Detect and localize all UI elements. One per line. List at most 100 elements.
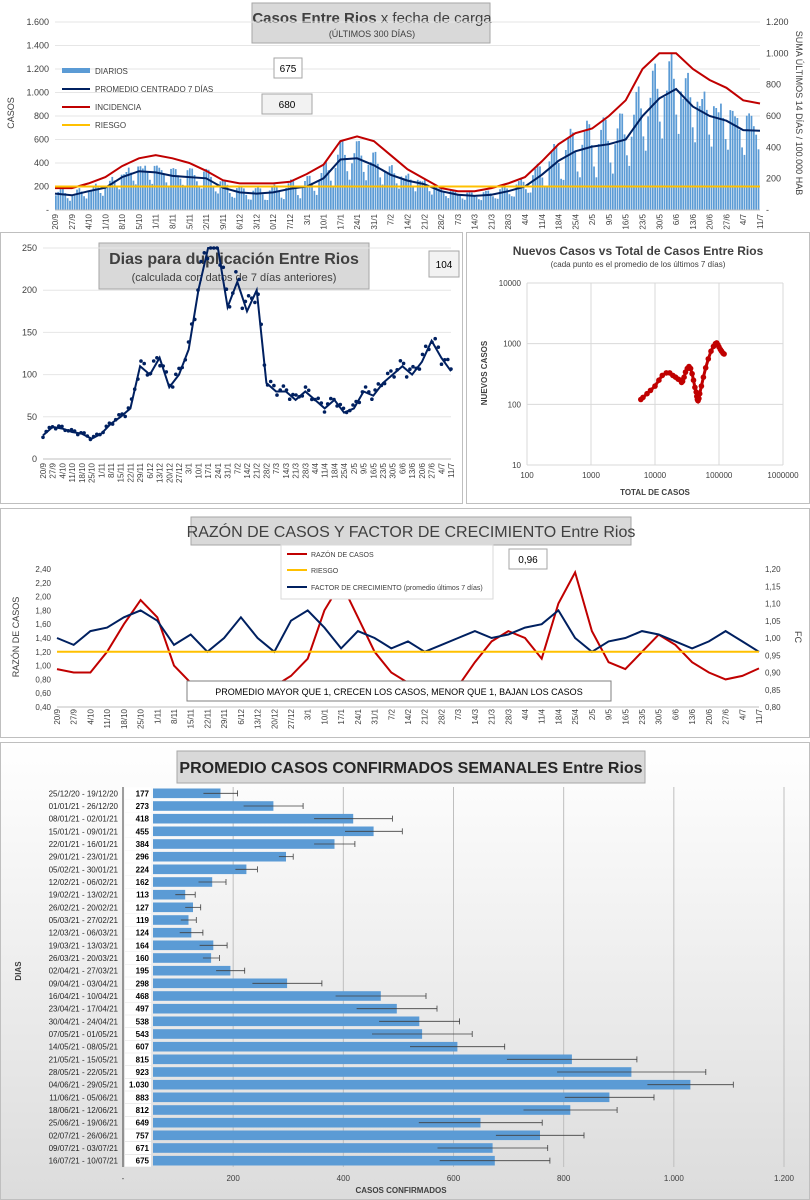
daily-bar <box>158 167 161 210</box>
y2-tick-label: 1,10 <box>765 600 781 609</box>
data-point <box>659 372 666 379</box>
doubling-point <box>360 390 365 394</box>
x-tick-label: 11/10 <box>101 213 110 230</box>
daily-bar <box>400 176 403 210</box>
value-label: 675 <box>136 1157 150 1166</box>
daily-bar <box>698 106 701 210</box>
x-tick-label: 16/5 <box>622 213 631 229</box>
daily-bar <box>141 168 144 210</box>
daily-bar <box>374 151 377 210</box>
doubling-point <box>82 431 86 435</box>
daily-bar <box>525 189 527 210</box>
daily-bar <box>160 170 163 210</box>
x-tick-label: 28/2 <box>437 708 446 724</box>
daily-bar <box>412 187 414 210</box>
category-label: 02/07/21 - 26/06/21 <box>49 1131 119 1140</box>
weekly-bar <box>153 915 189 925</box>
doubling-point <box>433 336 438 341</box>
legend-label-case-ratio: RAZÓN DE CASOS <box>311 550 374 559</box>
daily-bar <box>97 187 100 210</box>
weekly-bar <box>153 965 231 976</box>
y-tick-label: 0,80 <box>35 675 51 684</box>
daily-bar <box>501 186 504 210</box>
legend-label-risk: RIESGO <box>95 121 126 130</box>
daily-bar <box>492 196 494 210</box>
doubling-point <box>158 363 162 368</box>
x-tick-label: 4/4 <box>521 213 530 225</box>
weekly-bar <box>153 1117 481 1128</box>
doubling-point <box>414 366 419 371</box>
value-label: 649 <box>136 1119 150 1128</box>
daily-bar <box>562 179 565 210</box>
daily-bar <box>57 191 60 210</box>
daily-bar <box>428 191 431 210</box>
doubling-point <box>66 429 71 433</box>
y-tick-label: 1.200 <box>26 64 49 74</box>
daily-bar <box>221 180 224 210</box>
value-label-bg <box>125 838 151 850</box>
doubling-point <box>63 428 67 433</box>
weekly-bar <box>153 788 221 799</box>
doubling-days-panel: Dias para duplicación Entre Rios (calcul… <box>0 232 463 504</box>
daily-cases-chart: Casos Entre Rios x fecha de carga (ÚLTIM… <box>0 0 810 230</box>
daily-bar <box>64 193 67 210</box>
x-tick-label: 25/10 <box>137 708 146 729</box>
x-tick-label: 16/5 <box>369 462 378 478</box>
x-tick-label: 8/11 <box>170 708 179 724</box>
daily-bar <box>137 166 139 210</box>
daily-bar <box>118 189 121 210</box>
value-label-bg <box>125 1053 151 1066</box>
daily-bar <box>407 173 410 210</box>
chart-subtitle: (calculada con datos de 7 días anteriore… <box>132 272 337 284</box>
daily-bar <box>534 168 537 210</box>
y2-axis-label: FC <box>793 631 803 643</box>
daily-bar <box>327 170 330 210</box>
doubling-point <box>335 404 339 408</box>
daily-bar <box>268 190 271 210</box>
doubling-point <box>281 384 286 388</box>
x-tick-label: 21/2 <box>421 708 430 724</box>
doubling-point <box>101 430 105 435</box>
daily-bar <box>167 185 170 210</box>
daily-bar <box>320 173 323 210</box>
daily-bar <box>649 97 652 210</box>
daily-bar <box>151 183 154 210</box>
doubling-point <box>161 364 165 368</box>
doubling-point <box>113 417 118 422</box>
weekly-average-panel: PROMEDIO CASOS CONFIRMADOS SEMANALES Ent… <box>0 742 810 1200</box>
daily-bar <box>623 134 626 210</box>
daily-bar <box>745 115 748 210</box>
doubling-point <box>120 412 124 416</box>
value-label-bg <box>125 1129 151 1142</box>
doubling-point <box>117 413 121 417</box>
x-tick-label: 9/5 <box>605 213 614 225</box>
category-label: 25/12/20 - 19/12/20 <box>49 789 119 798</box>
y-tick-label: 1,80 <box>35 606 51 615</box>
daily-bar <box>508 194 511 210</box>
doubling-point <box>373 388 377 392</box>
daily-bar <box>405 175 407 210</box>
y-tick-label: 0,60 <box>35 689 51 698</box>
daily-bar <box>177 175 179 210</box>
doubling-point <box>142 361 146 366</box>
daily-bar <box>628 165 631 210</box>
category-label: 07/05/21 - 01/05/21 <box>49 1030 119 1039</box>
category-label: 26/03/21 - 20/03/21 <box>49 954 119 963</box>
category-label: 19/03/21 - 13/03/21 <box>49 941 119 950</box>
data-point <box>687 365 694 372</box>
doubling-point <box>329 396 333 401</box>
x-tick-label: 9/5 <box>605 708 614 720</box>
daily-bar <box>734 116 736 210</box>
daily-bar <box>73 193 76 210</box>
doubling-point <box>196 288 200 292</box>
legend-box <box>280 544 494 600</box>
doubling-point <box>104 424 109 429</box>
x-tick-label: 2/5 <box>588 213 597 225</box>
value-label-bg <box>125 1091 151 1104</box>
x-tick-label: 10/1 <box>194 462 203 478</box>
daily-bar <box>727 149 729 210</box>
weekly-bar <box>153 851 286 862</box>
doubling-point <box>338 402 343 407</box>
x-tick-label: 14/2 <box>243 462 252 478</box>
daily-bar <box>503 185 506 210</box>
